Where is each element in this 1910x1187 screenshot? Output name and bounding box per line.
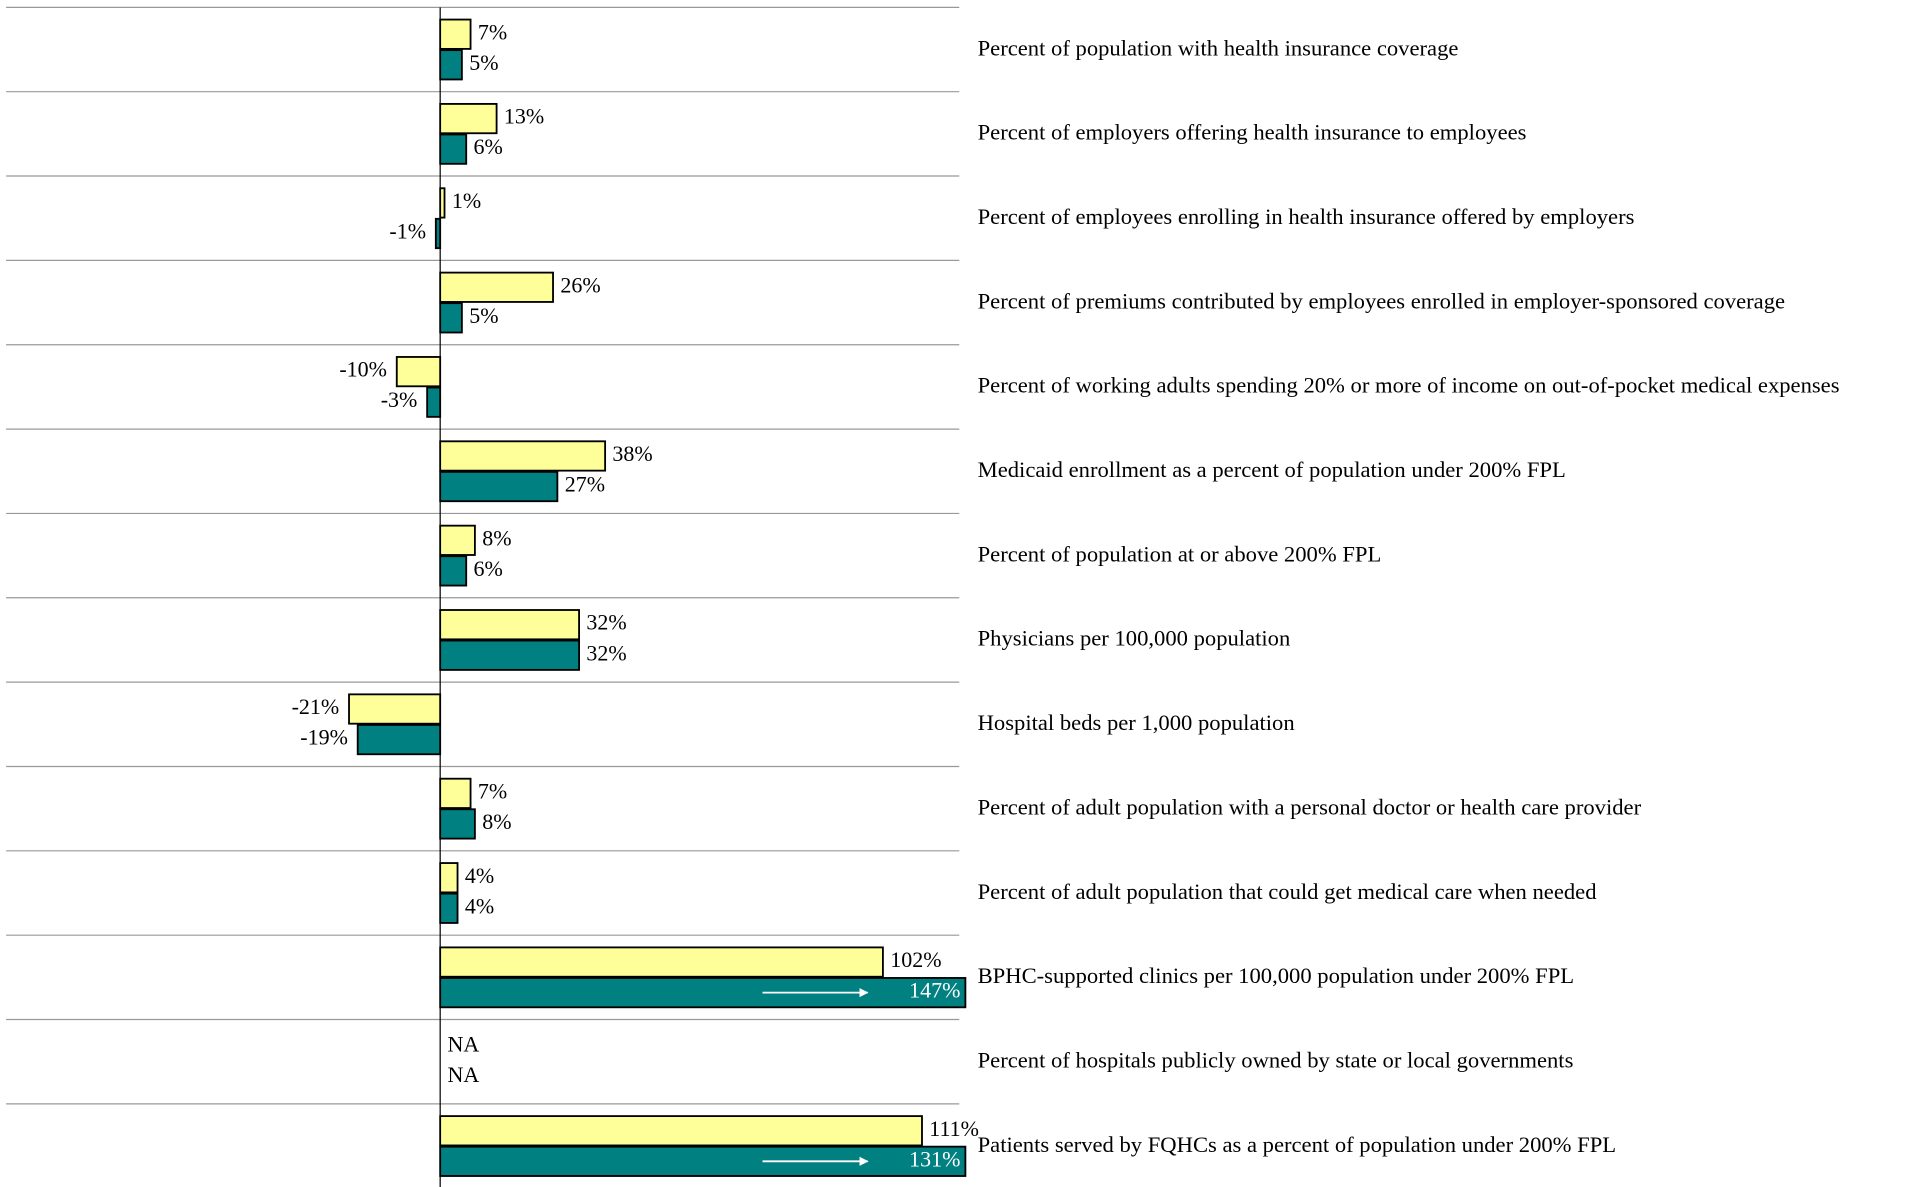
value-label: -10% bbox=[339, 357, 387, 382]
bar bbox=[439, 555, 468, 587]
value-label: 5% bbox=[469, 50, 498, 75]
value-label: 13% bbox=[504, 104, 544, 129]
category-label: Percent of population at or above 200% F… bbox=[978, 541, 1382, 566]
bar bbox=[439, 271, 554, 303]
value-label: 6% bbox=[474, 134, 503, 159]
bar bbox=[395, 356, 442, 388]
category-label: Physicians per 100,000 population bbox=[978, 626, 1291, 651]
category-label: BPHC-supported clinics per 100,000 popul… bbox=[978, 963, 1574, 988]
bar bbox=[439, 892, 459, 924]
bar bbox=[439, 777, 472, 809]
bar bbox=[439, 133, 468, 165]
category-label: Medicaid enrollment as a percent of popu… bbox=[978, 457, 1566, 482]
bar bbox=[348, 693, 442, 725]
value-label: 5% bbox=[469, 303, 498, 328]
value-label: 32% bbox=[586, 640, 626, 665]
bar bbox=[439, 302, 463, 334]
bar bbox=[439, 977, 967, 1009]
value-label: 26% bbox=[560, 272, 600, 297]
value-label: 8% bbox=[482, 525, 511, 550]
value-label: 6% bbox=[474, 556, 503, 581]
bar bbox=[439, 49, 463, 81]
value-label: 7% bbox=[478, 19, 507, 44]
value-label: 147% bbox=[909, 978, 960, 1003]
bar bbox=[439, 609, 580, 641]
value-label: -3% bbox=[381, 387, 418, 412]
category-label: Percent of adult population with a perso… bbox=[978, 794, 1642, 819]
value-label: -19% bbox=[300, 725, 348, 750]
value-label: 4% bbox=[465, 893, 494, 918]
value-label: -21% bbox=[292, 694, 340, 719]
category-label: Percent of working adults spending 20% o… bbox=[978, 373, 1840, 398]
bar bbox=[439, 102, 498, 135]
category-label: Percent of hospitals publicly owned by s… bbox=[978, 1047, 1574, 1072]
category-label: Percent of adult population that could g… bbox=[978, 879, 1598, 904]
category-label: Patients served by FQHCs as a percent of… bbox=[978, 1132, 1617, 1157]
bar bbox=[439, 808, 476, 840]
bar bbox=[439, 524, 476, 556]
bar bbox=[439, 470, 559, 503]
value-label: 32% bbox=[586, 610, 626, 635]
bar bbox=[439, 946, 884, 978]
bar bbox=[434, 217, 442, 250]
value-label: 27% bbox=[565, 472, 605, 497]
value-label: 131% bbox=[909, 1146, 960, 1171]
bar bbox=[439, 1145, 967, 1177]
category-label: Percent of premiums contributed by emplo… bbox=[978, 288, 1785, 313]
value-label: 38% bbox=[612, 441, 652, 466]
value-label: 8% bbox=[482, 809, 511, 834]
bar bbox=[439, 440, 607, 472]
value-label: 102% bbox=[890, 947, 941, 972]
category-label: Percent of employers offering health ins… bbox=[978, 120, 1527, 145]
bar bbox=[439, 862, 459, 894]
bar bbox=[356, 723, 442, 756]
value-label: 7% bbox=[478, 778, 507, 803]
bar bbox=[439, 639, 580, 671]
value-label: NA bbox=[448, 1062, 480, 1087]
value-label: NA bbox=[448, 1031, 480, 1056]
bar bbox=[439, 187, 446, 219]
category-label: Percent of employees enrolling in health… bbox=[978, 204, 1635, 229]
category-label: Hospital beds per 1,000 population bbox=[978, 710, 1295, 735]
value-label: -1% bbox=[389, 219, 426, 244]
bar bbox=[439, 18, 472, 50]
value-label: 4% bbox=[465, 863, 494, 888]
bar bbox=[439, 1115, 923, 1147]
bar bbox=[426, 386, 442, 418]
value-label: 1% bbox=[452, 188, 481, 213]
category-label: Percent of population with health insura… bbox=[978, 35, 1459, 60]
value-label: 111% bbox=[929, 1116, 979, 1141]
